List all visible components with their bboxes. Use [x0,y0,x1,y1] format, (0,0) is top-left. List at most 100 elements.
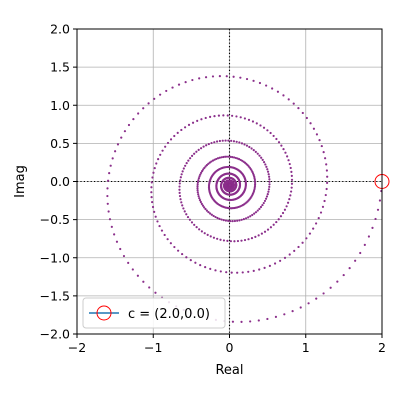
spiral-point [348,266,351,270]
spiral-point [288,253,291,256]
spiral-point [286,155,289,158]
spiral-point [180,128,183,132]
spiral-point [322,292,325,295]
spiral-point [114,150,117,153]
spiral-point [219,270,222,273]
spiral-point [142,280,145,283]
spiral-point [253,177,256,180]
spiral-point [315,133,319,136]
spiral-point [284,151,287,154]
spiral-point [153,210,156,213]
spiral-point [161,149,164,152]
spiral-point [200,170,204,173]
spiral-point [109,164,112,167]
spiral-point [225,155,229,158]
spiral-point [199,173,202,176]
spiral-point [267,188,271,191]
spiral-point [287,159,290,162]
spiral-point [127,123,131,127]
spiral-point [267,190,270,193]
spiral-point [198,197,201,200]
spiral-point [240,320,243,323]
spiral-point [263,199,267,203]
spiral-point [205,164,208,167]
spiral-point [151,200,154,204]
y-tick-label: −1.5 [40,288,70,303]
spiral-point [106,202,109,205]
spiral-point [268,178,271,181]
spiral-point [255,122,258,125]
spiral-point [203,206,206,209]
spiral-point [259,124,262,127]
spiral-point [283,313,286,316]
spiral-point [240,142,244,145]
spiral-point [297,245,300,249]
spiral-point [253,178,256,181]
axis-ticks: −2 −1 0 1 2 −2.0 −1.5 −1.0 −0.5 0.0 0.5 1.0 1.5 2.0 [40,22,386,356]
spiral-point [320,144,323,148]
spiral-point [132,117,135,121]
spiral-point [268,175,271,178]
spiral-point [166,238,169,241]
spiral-point [312,227,315,230]
spiral-point [266,317,269,321]
spiral-point [177,249,180,252]
spiral-point [218,217,221,220]
spiral-point [171,86,174,89]
spiral-point [239,76,242,79]
spiral-point [207,210,210,214]
spiral-point [272,223,275,226]
spiral-point [195,150,198,153]
spiral-point [267,173,270,176]
spiral-point [108,218,112,221]
spiral-point [279,259,282,262]
spiral-point [178,191,181,194]
spiral-point [253,183,257,186]
spiral-point [263,266,266,269]
spiral-point [258,154,261,157]
spiral-point [204,207,207,211]
spiral-point [210,160,213,163]
spiral-point [321,205,325,208]
spiral-point [244,217,248,220]
spiral-point [209,267,212,270]
spiral-point [229,155,232,158]
spiral-point [191,78,194,82]
spiral-point [166,141,170,145]
spiral-point [233,156,236,159]
spiral-point [202,145,205,148]
spiral-point [207,162,210,165]
spiral-point [191,121,195,124]
spiral-point [173,134,176,138]
y-tick-label: 1.0 [50,98,70,113]
spiral-point [269,226,273,229]
spiral-point [329,286,332,289]
spiral-point [317,216,320,220]
spiral-point [196,183,199,186]
spiral-point [243,143,246,146]
spiral-point [283,256,287,259]
spiral-point [236,271,239,274]
spiral-point [271,87,274,90]
spiral-point [232,140,236,143]
legend-label: c = (2.0,0.0) [128,307,210,322]
spiral-point [250,147,253,150]
spiral-point [268,185,271,188]
spiral-point [176,131,179,134]
spiral-point [280,144,283,147]
spiral-point [301,241,304,244]
spiral-point [151,205,155,209]
spiral-point [250,237,254,240]
spiral-point [229,240,232,243]
spiral-point [230,139,233,142]
spiral-point [199,264,202,267]
spiral-point [243,238,247,242]
spiral-point [307,302,310,305]
spiral-point [216,237,219,240]
spiral-point [297,107,300,110]
spiral-point [153,97,156,100]
x-axis-label: Real [215,363,243,378]
spiral-point [371,226,374,229]
spiral-point [236,219,239,222]
